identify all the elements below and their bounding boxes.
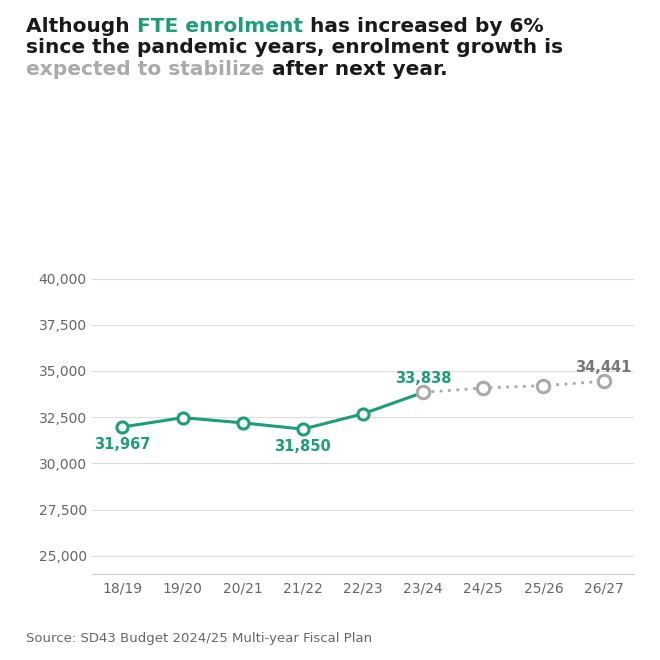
Text: since the pandemic years, enrolment growth is: since the pandemic years, enrolment grow… (26, 38, 564, 57)
Text: after next year.: after next year. (265, 60, 447, 79)
Text: FTE enrolment: FTE enrolment (137, 16, 303, 36)
Text: 31,967: 31,967 (94, 437, 150, 452)
Text: Source: SD43 Budget 2024/25 Multi-year Fiscal Plan: Source: SD43 Budget 2024/25 Multi-year F… (26, 632, 372, 645)
Text: 31,850: 31,850 (275, 440, 331, 454)
Text: expected to stabilize: expected to stabilize (26, 60, 265, 79)
Text: 33,838: 33,838 (395, 371, 451, 386)
Text: Although: Although (26, 16, 137, 36)
Text: 34,441: 34,441 (576, 360, 632, 375)
Text: has increased by 6%: has increased by 6% (303, 16, 544, 36)
